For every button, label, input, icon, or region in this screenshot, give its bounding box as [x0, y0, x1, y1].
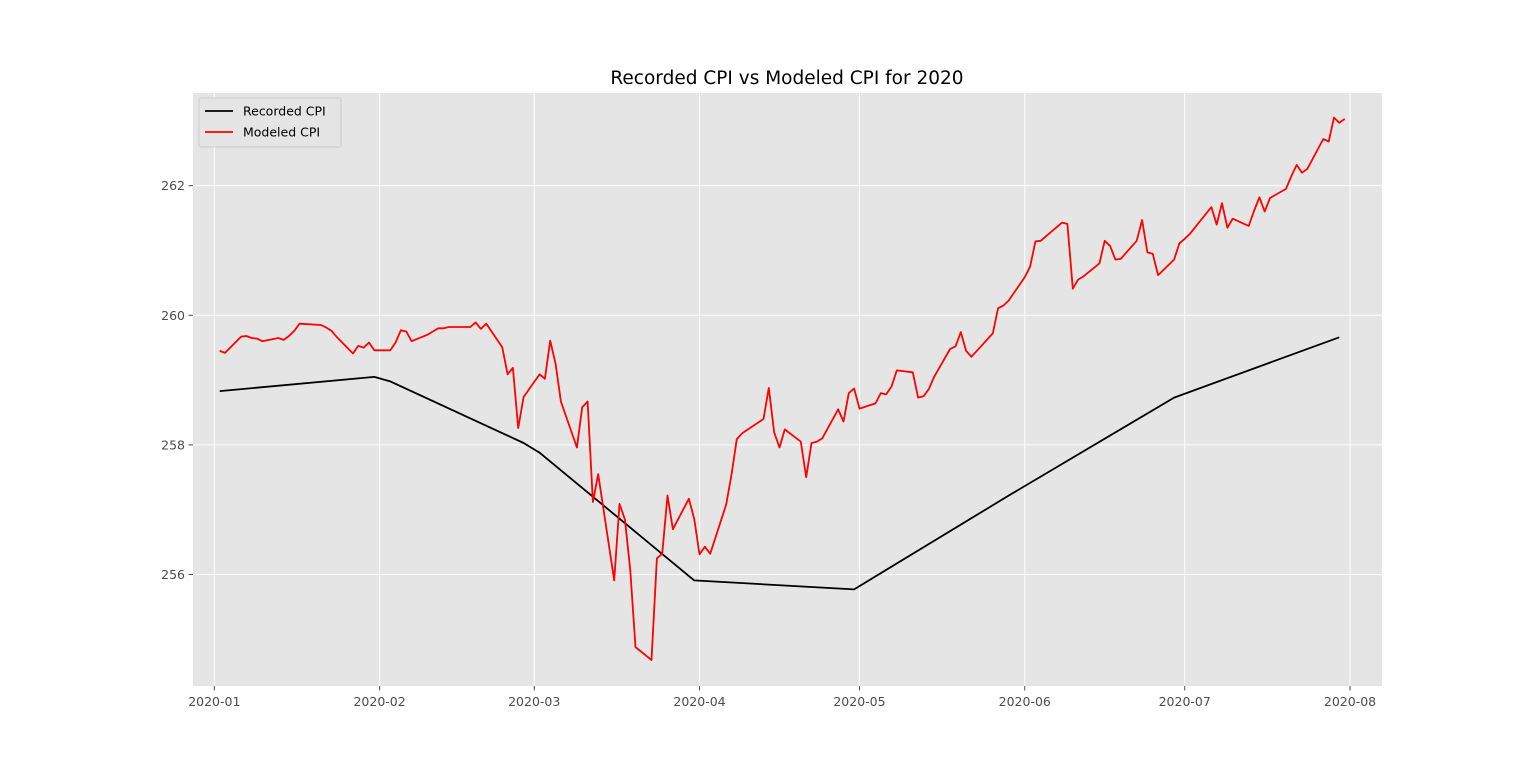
legend-label-modeled: Modeled CPI	[243, 125, 320, 140]
y-tick-label: 258	[161, 437, 185, 452]
legend: Recorded CPI Modeled CPI	[198, 97, 342, 148]
x-tick-label: 2020-06	[999, 694, 1051, 709]
x-tick-label: 2020-02	[353, 694, 405, 709]
series-line-modeled-cpi	[219, 116, 1346, 661]
y-axis: 256 258 260 262	[161, 178, 193, 582]
y-tick-label: 256	[161, 567, 185, 582]
x-tick-label: 2020-03	[508, 694, 560, 709]
y-tick-label: 262	[161, 178, 185, 193]
legend-label-recorded: Recorded CPI	[243, 104, 326, 119]
x-tick-label: 2020-01	[188, 694, 240, 709]
grid-lines	[193, 93, 1382, 686]
y-tick-label: 260	[161, 308, 185, 323]
x-tick-label: 2020-07	[1159, 694, 1211, 709]
x-axis: 2020-01 2020-02 2020-03 2020-04 2020-05 2020-…	[188, 686, 1376, 709]
series-lines	[219, 116, 1346, 661]
series-line-recorded-cpi	[219, 336, 1340, 591]
x-tick-label: 2020-04	[673, 694, 725, 709]
legend-box	[198, 97, 342, 148]
x-tick-label: 2020-08	[1324, 694, 1376, 709]
plot-area	[193, 93, 1382, 686]
chart-title: Recorded CPI vs Modeled CPI for 2020	[610, 68, 963, 89]
x-tick-label: 2020-05	[833, 694, 885, 709]
